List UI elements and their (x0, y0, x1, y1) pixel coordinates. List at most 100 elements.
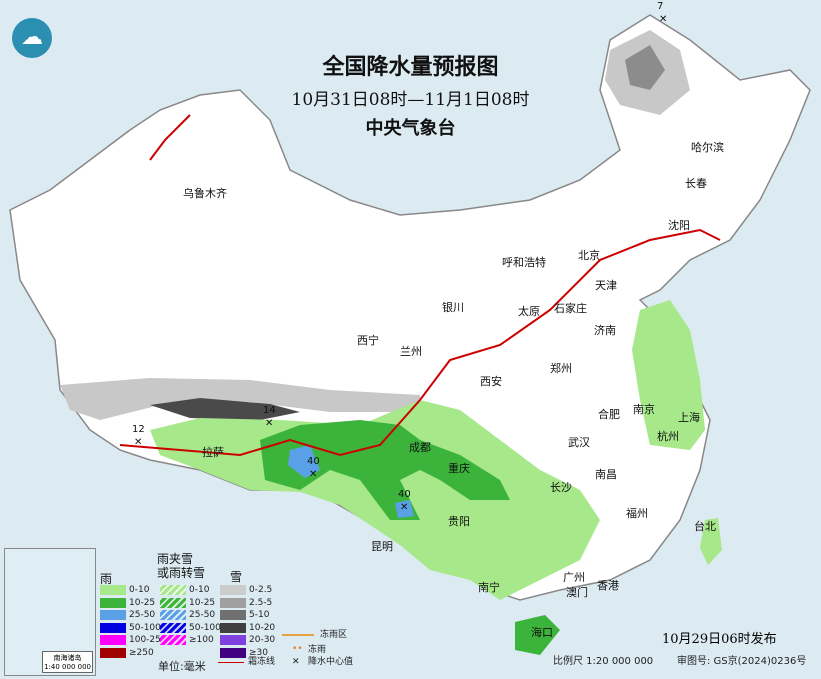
legend-label-mixed: 10-25 (189, 597, 216, 608)
city-label: 郑州 (550, 362, 572, 375)
city-label: 拉萨 (202, 446, 224, 459)
city-label: 昆明 (371, 540, 393, 553)
city-label: 南宁 (478, 581, 500, 594)
legend-label-snow: 20-30 (249, 635, 276, 645)
center-mark-icon: ✕ (400, 502, 409, 513)
inset-scale: 1:40 000 000 (44, 663, 91, 671)
legend-snow-title: 雪 (230, 570, 243, 584)
legend-swatch-snow (220, 597, 246, 608)
city-label: 太原 (518, 305, 540, 318)
rain-area-taiwan (700, 518, 722, 565)
precipitation-center-value: 12 (132, 424, 145, 435)
legend-center-value: 降水中心值 (308, 657, 354, 667)
city-label: 济南 (594, 324, 616, 337)
legend-label-snow: 10-20 (249, 622, 276, 633)
legend-freezing-rain: 冻雨 (308, 645, 327, 655)
map-scale: 比例尺 1:20 000 000 (553, 656, 654, 667)
city-label: 澳门 (566, 586, 588, 599)
legend-swatch-rain (100, 622, 126, 633)
legend-label-mixed: 0-10 (189, 585, 210, 595)
legend-swatch-mixed (160, 635, 186, 645)
city-label: 乌鲁木齐 (183, 187, 227, 200)
legend-swatch-rain (100, 597, 126, 608)
legend-mixed-title: 雨夹雪 或雨转雪 (157, 552, 206, 580)
city-label: 哈尔滨 (691, 141, 724, 154)
city-label: 银川 (442, 301, 464, 314)
city-label: 重庆 (448, 462, 470, 475)
legend-swatch-mixed (160, 610, 186, 620)
city-label: 福州 (626, 507, 648, 520)
city-label: 石家庄 (554, 302, 587, 315)
city-label: 北京 (578, 249, 600, 262)
legend-frost-line: 霜冻线 (248, 657, 276, 667)
city-label: 武汉 (568, 436, 590, 449)
legend-label-snow: 0-2.5 (249, 585, 273, 595)
city-label: 香港 (597, 579, 619, 592)
map-title: 全国降水量预报图 (322, 55, 499, 80)
center-mark-icon: ✕ (659, 14, 668, 25)
rain-area-east (632, 300, 705, 450)
issue-time: 10月29日06时发布 (662, 632, 777, 647)
legend-freezing-area: 冻雨区 (320, 630, 348, 640)
city-label: 广州 (563, 571, 585, 584)
inset-title: 南海诸岛 (53, 654, 82, 662)
snow-area-tibet (60, 378, 420, 420)
frost-line (119, 228, 721, 457)
city-label: 合肥 (598, 408, 620, 421)
city-label: 成都 (409, 441, 431, 454)
legend-swatch-mixed (160, 622, 186, 633)
city-label: 天津 (595, 279, 617, 292)
legend-swatch-snow (220, 647, 246, 658)
legend-swatch-snow (220, 585, 246, 595)
precipitation-center-value: 7 (657, 1, 664, 12)
legend-swatch-mixed (160, 597, 186, 608)
city-label: 呼和浩特 (502, 256, 546, 269)
frost-line-icon (218, 662, 244, 663)
legend-swatch-mixed (160, 585, 186, 595)
legend-label-mixed: 25-50 (189, 610, 216, 620)
snow-area-northeast-core (625, 45, 665, 90)
freezing-area-line-icon (282, 634, 314, 636)
legend-label-snow: ≥30 (249, 647, 268, 658)
rain-area-hainan (515, 615, 560, 655)
city-label: 西安 (480, 375, 502, 388)
agency-logo: ☁ (12, 18, 52, 58)
rain-area-heavy (288, 445, 320, 478)
city-label: 贵阳 (448, 515, 470, 528)
south-china-sea-inset: 南海诸岛 1:40 000 000 (4, 548, 96, 676)
legend-swatch-rain (100, 635, 126, 645)
legend-label-rain: 50-100 (129, 622, 161, 633)
city-label: 长沙 (550, 481, 572, 494)
legend-swatch-snow (220, 635, 246, 645)
legend-swatch-rain (100, 585, 126, 595)
city-label: 南京 (633, 403, 655, 416)
legend-label-snow: 2.5-5 (249, 597, 273, 608)
legend-swatch-snow (220, 622, 246, 633)
rain-area-heavy-2 (395, 500, 414, 518)
city-label: 海口 (531, 626, 553, 639)
map-approval-number: 审图号: GS京(2024)0236号 (677, 656, 807, 667)
legend-label-rain: 100-250 (129, 635, 167, 645)
city-label: 西宁 (357, 334, 379, 347)
legend-swatch-rain (100, 610, 126, 620)
precipitation-center-value: 40 (398, 489, 411, 500)
precipitation-center-value: 40 (307, 456, 320, 467)
legend-swatch-snow (220, 610, 246, 620)
legend-label-mixed: ≥100 (189, 635, 214, 645)
legend-label-snow: 5-10 (249, 610, 270, 620)
city-label: 杭州 (657, 430, 679, 443)
freezing-rain-icon: •• (292, 644, 303, 654)
legend-swatch-rain (100, 647, 126, 658)
city-label: 兰州 (400, 345, 422, 358)
city-label: 长春 (685, 177, 707, 190)
center-mark-icon: ✕ (292, 657, 300, 667)
legend-label-mixed: 50-100 (189, 622, 221, 633)
forecast-period: 10月31日08时—11月1日08时 (291, 90, 530, 110)
city-label: 上海 (678, 411, 700, 424)
legend-rain-title: 雨 (100, 572, 113, 586)
rain-area-moderate (260, 420, 510, 520)
snow-area-tibet-dark (150, 398, 300, 420)
legend-label-rain: 0-10 (129, 585, 150, 595)
city-label: 南昌 (595, 468, 617, 481)
